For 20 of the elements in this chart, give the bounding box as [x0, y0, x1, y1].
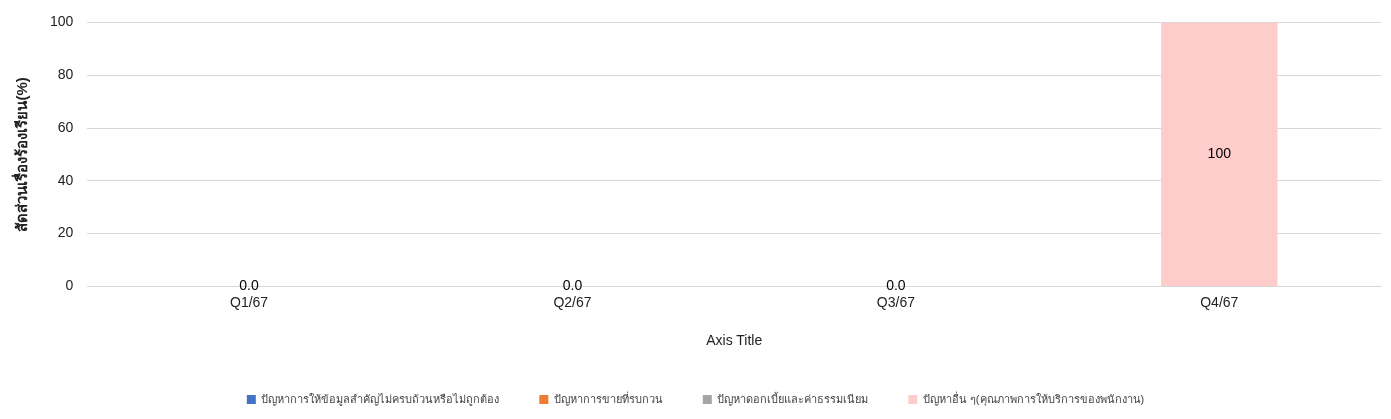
- data-label: 0.0: [562, 277, 583, 294]
- y-tick-label: 60: [57, 118, 74, 135]
- legend-label: ปัญหาการให้ข้อมูลสำคัญไม่ครบถ้วนหรือไม่ถูกต้อง: [261, 392, 500, 406]
- y-tick-label: 0: [65, 277, 74, 294]
- legend-label: ปัญหาดอกเบี้ยและค่าธรรมเนียม: [717, 390, 869, 406]
- x-axis-title: Axis Title: [706, 332, 763, 349]
- legend-label: ปัญหาอื่น ๆ(คุณภาพการให้บริการของพนักงาน): [922, 390, 1145, 406]
- y-tick-label: 20: [57, 224, 74, 241]
- y-axis-title: สัดส่วนเรื่องร้องเรียน(%): [11, 77, 31, 232]
- y-tick-label: 80: [57, 66, 74, 83]
- legend-label: ปัญหาการขายที่รบกวน: [553, 390, 663, 406]
- y-tick-label: 100: [50, 13, 74, 30]
- x-tick-label: Q4/67: [1200, 293, 1239, 310]
- data-label: 0.0: [886, 277, 906, 294]
- x-tick-label: Q2/67: [553, 293, 592, 310]
- x-tick-label: Q3/67: [876, 293, 916, 310]
- x-tick-label: Q1/67: [229, 293, 269, 310]
- y-tick-label: 40: [57, 171, 74, 188]
- data-label: 100: [1207, 145, 1232, 162]
- data-label: 0.0: [239, 277, 260, 294]
